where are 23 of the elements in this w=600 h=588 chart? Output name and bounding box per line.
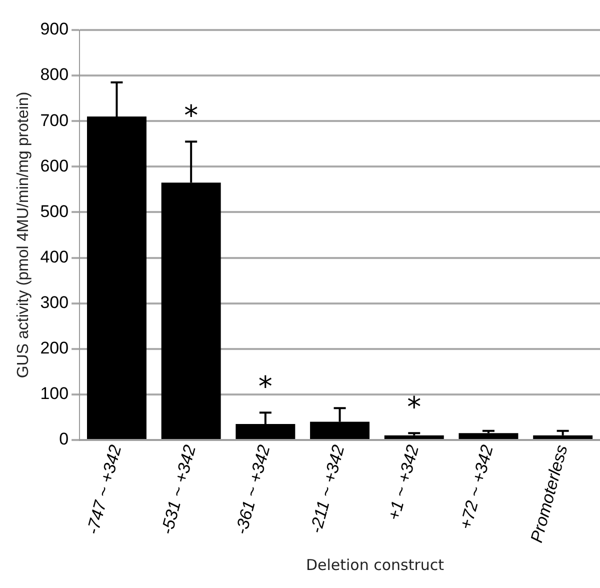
x-tick-label: -531 ~ +342 [157, 442, 200, 536]
y-tick-label: 700 [40, 110, 69, 130]
bar [458, 433, 518, 439]
y-tick-label: 300 [40, 293, 69, 312]
x-tick-label: -211 ~ +342 [306, 442, 348, 536]
x-tick-label: -747 ~ +342 [83, 442, 126, 536]
y-tick-label: 500 [40, 202, 69, 221]
y-tick-label: 400 [40, 247, 69, 266]
y-tick-label: 600 [40, 156, 69, 176]
x-axis-title: Deletion construct [304, 556, 446, 574]
x-tick-label: +72 ~ +342 [456, 442, 498, 532]
y-tick-label: 100 [40, 384, 69, 404]
annotation: * [184, 98, 198, 132]
bar [384, 435, 444, 439]
y-axis-title: GUS activity (pmol 4MU/min/mg protein) [15, 92, 32, 378]
y-tick-label: 0 [59, 430, 69, 449]
annotation: * [407, 390, 422, 424]
x-tick-label: +1 ~ +342 [384, 442, 423, 522]
x-tick-label: -361 ~ +342 [232, 442, 274, 536]
y-tick-label: 200 [40, 338, 69, 358]
annotation: * [258, 370, 272, 403]
y-tick-label: 800 [40, 65, 69, 84]
y-tick-label: 900 [40, 20, 69, 39]
